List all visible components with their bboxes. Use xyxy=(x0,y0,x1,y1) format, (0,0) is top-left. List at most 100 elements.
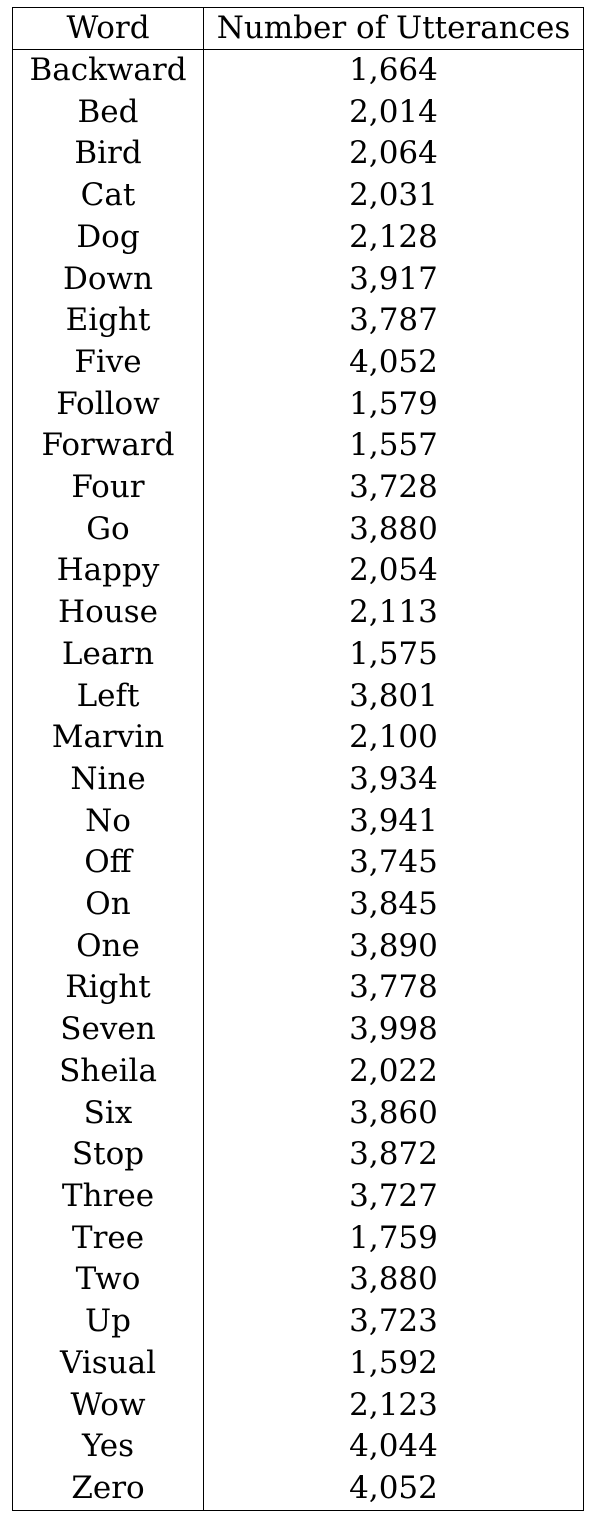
word-cell: On xyxy=(12,884,204,926)
utterance-count-cell: 4,052 xyxy=(349,1469,438,1506)
table-row: Forward 1,557 xyxy=(12,425,584,468)
table-row: Backward 1,664 xyxy=(12,49,584,92)
utterance-count-cell: 3,880 xyxy=(349,510,438,547)
table-body: Backward 1,664 Bed 2,014 Bird 2,064 Cat 2,031 Do… xyxy=(12,49,584,1511)
utterance-count-cell: 2,113 xyxy=(349,594,438,631)
word-cell: Tree xyxy=(12,1217,204,1260)
word-cell: Follow xyxy=(12,383,204,426)
utterance-count-cell: 3,890 xyxy=(349,927,438,964)
utterance-count-cell: 2,054 xyxy=(349,552,438,589)
table-row: Yes 4,044 xyxy=(12,1426,584,1468)
utterance-count-cell: 3,745 xyxy=(349,844,438,881)
header-utterances: Number of Utterances xyxy=(203,7,584,50)
word-cell: Seven xyxy=(12,1009,204,1051)
word-cell: Stop xyxy=(12,1134,204,1176)
word-cell: Three xyxy=(12,1175,204,1218)
header-row: Word Number of Utterances xyxy=(12,7,584,50)
word-cell: Dog xyxy=(12,216,204,259)
word-cell: Up xyxy=(12,1301,204,1343)
table-row: House 2,113 xyxy=(12,592,584,634)
word-cell: Right xyxy=(12,967,204,1010)
table-row: Tree 1,759 xyxy=(12,1217,584,1260)
table-row: Left 3,801 xyxy=(12,675,584,718)
utterance-count-cell: 3,872 xyxy=(349,1136,438,1173)
table-row: Zero 4,052 xyxy=(12,1467,584,1511)
word-cell: Off xyxy=(12,842,204,885)
header-word: Word xyxy=(12,7,204,50)
table-row: Six 3,860 xyxy=(12,1092,584,1135)
table-row: Three 3,727 xyxy=(12,1175,584,1218)
word-cell: Bird xyxy=(12,133,204,176)
utterance-count-cell: 2,100 xyxy=(349,719,438,756)
utterance-count-cell: 3,934 xyxy=(349,760,438,797)
table-row: Down 3,917 xyxy=(12,258,584,301)
table-row: Cat 2,031 xyxy=(12,175,584,217)
word-cell: Eight xyxy=(12,300,204,342)
utterance-count-cell: 1,759 xyxy=(349,1219,438,1256)
word-cell: Visual xyxy=(12,1342,204,1385)
word-cell: Left xyxy=(12,675,204,718)
utterance-count-cell: 3,801 xyxy=(349,677,438,714)
word-cell: Six xyxy=(12,1092,204,1135)
word-cell: Two xyxy=(12,1259,204,1302)
table-row: Off 3,745 xyxy=(12,842,584,885)
utterance-count-cell: 2,014 xyxy=(349,93,438,130)
utterance-count-cell: 3,728 xyxy=(349,469,438,506)
utterance-count-cell: 1,664 xyxy=(349,52,438,88)
word-cell: Sheila xyxy=(12,1050,204,1093)
utterance-count-cell: 2,031 xyxy=(349,177,438,214)
utterance-count-cell: 4,052 xyxy=(349,343,438,380)
word-cell: No xyxy=(12,800,204,843)
table-row: Marvin 2,100 xyxy=(12,717,584,759)
table-row: Two 3,880 xyxy=(12,1259,584,1302)
word-cell: Learn xyxy=(12,633,204,676)
utterance-count-cell: 3,860 xyxy=(349,1094,438,1131)
utterance-table: Word Number of Utterances Backward 1,664 B… xyxy=(12,7,584,1511)
word-cell: Four xyxy=(12,467,204,509)
table-row: Wow 2,123 xyxy=(12,1384,584,1427)
table-row: Five 4,052 xyxy=(12,341,584,384)
utterance-count-cell: 2,128 xyxy=(349,218,438,255)
table-row: No 3,941 xyxy=(12,800,584,843)
utterance-count-cell: 3,998 xyxy=(349,1011,438,1048)
table-row: Four 3,728 xyxy=(12,467,584,509)
table-row: Bird 2,064 xyxy=(12,133,584,176)
utterance-table-container: Word Number of Utterances Backward 1,664 B… xyxy=(12,7,584,1511)
utterance-count-cell: 1,575 xyxy=(349,635,438,672)
utterance-count-cell: 1,592 xyxy=(349,1344,438,1381)
table-row: Sheila 2,022 xyxy=(12,1050,584,1093)
utterance-count-cell: 3,787 xyxy=(349,302,438,339)
word-cell: House xyxy=(12,592,204,634)
utterance-count-cell: 2,123 xyxy=(349,1386,438,1423)
word-cell: Forward xyxy=(12,425,204,468)
word-cell: Wow xyxy=(12,1384,204,1427)
table-row: Follow 1,579 xyxy=(12,383,584,426)
table-row: Nine 3,934 xyxy=(12,758,584,801)
word-cell: Marvin xyxy=(12,717,204,759)
word-cell: Cat xyxy=(12,175,204,217)
table-row: Learn 1,575 xyxy=(12,633,584,676)
table-row: Happy 2,054 xyxy=(12,550,584,593)
utterance-count-cell: 3,845 xyxy=(349,886,438,923)
word-cell: One xyxy=(12,925,204,968)
word-cell: Yes xyxy=(12,1426,204,1468)
table-header: Word Number of Utterances xyxy=(12,7,584,50)
word-cell: Bed xyxy=(12,91,204,134)
table-row: Go 3,880 xyxy=(12,508,584,551)
utterance-count-cell: 3,917 xyxy=(349,260,438,297)
utterance-count-cell: 3,778 xyxy=(349,969,438,1006)
table-row: Visual 1,592 xyxy=(12,1342,584,1385)
table-row: Dog 2,128 xyxy=(12,216,584,259)
word-cell: Backward xyxy=(12,49,204,92)
table-row: Right 3,778 xyxy=(12,967,584,1010)
table-row: Seven 3,998 xyxy=(12,1009,584,1051)
word-cell: Five xyxy=(12,341,204,384)
table-row: Eight 3,787 xyxy=(12,300,584,342)
table-row: Stop 3,872 xyxy=(12,1134,584,1176)
word-cell: Happy xyxy=(12,550,204,593)
word-cell: Nine xyxy=(12,758,204,801)
word-cell: Down xyxy=(12,258,204,301)
table-row: One 3,890 xyxy=(12,925,584,968)
word-cell: Zero xyxy=(12,1467,204,1511)
utterance-count-cell: 3,941 xyxy=(349,802,438,839)
